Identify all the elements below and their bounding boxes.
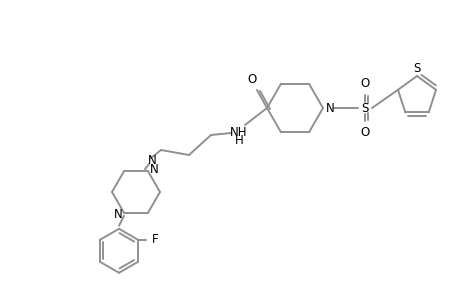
Text: N: N — [147, 154, 156, 166]
Text: N: N — [113, 208, 122, 221]
Text: O: O — [247, 73, 256, 85]
Text: O: O — [359, 76, 369, 89]
Text: F: F — [151, 233, 158, 246]
Text: S: S — [360, 101, 368, 115]
Text: H: H — [234, 134, 243, 146]
Text: N: N — [149, 163, 158, 176]
Text: O: O — [359, 127, 369, 140]
Text: S: S — [413, 61, 420, 74]
Text: N: N — [325, 101, 334, 115]
Text: NH: NH — [230, 125, 247, 139]
